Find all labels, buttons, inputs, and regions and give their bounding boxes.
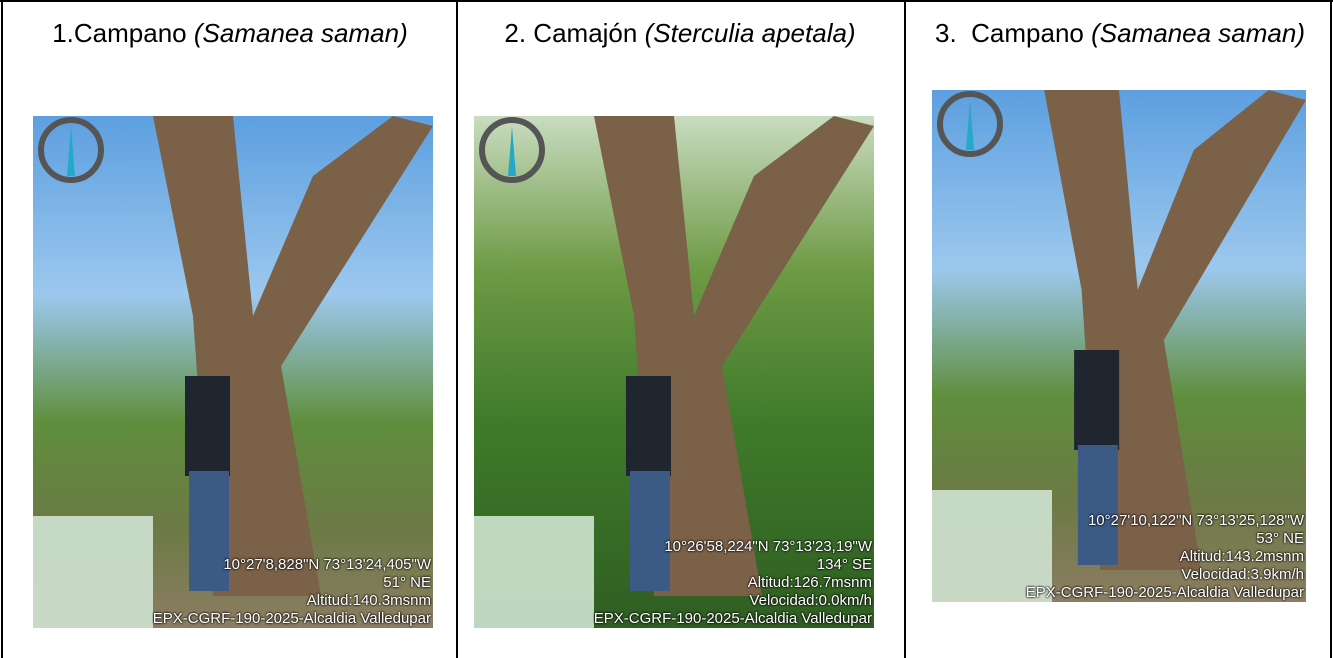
overlay-line: 10°26'58,224"N 73°13'23,19"W (594, 538, 872, 556)
page: 1.Campano (Samanea saman) 2. Camajón (St… (0, 0, 1333, 658)
overlay-line: Altitud:126.7msnm (594, 574, 872, 592)
overlay-line: Velocidad:3.9km/h (1026, 566, 1304, 584)
common-name: 2. Camajón (504, 18, 637, 48)
table-border (456, 0, 458, 658)
overlay-line: EPX-CGRF-190-2025-Alcaldia Valledupar (1026, 584, 1304, 602)
table-border (0, 0, 1333, 2)
overlay-line: 134° SE (594, 556, 872, 574)
overlay-line: 53° NE (1026, 530, 1304, 548)
common-name: 3. Campano (935, 18, 1084, 48)
map-inset (474, 516, 594, 628)
caption: 2. Camajón (Sterculia apetala) (500, 12, 860, 54)
scientific-name: (Sterculia apetala) (645, 18, 856, 48)
overlay-line: EPX-CGRF-190-2025-Alcaldia Valledupar (594, 610, 872, 628)
common-name: 1.Campano (52, 18, 186, 48)
table-border (1330, 0, 1332, 658)
overlay-line: Altitud:140.3msnm (153, 592, 431, 610)
overlay-line: 10°27'8,828"N 73°13'24,405"W (153, 556, 431, 574)
map-inset (33, 516, 153, 628)
overlay-line: EPX-CGRF-190-2025-Alcaldia Valledupar (153, 610, 431, 628)
caption: 3. Campano (Samanea saman) (935, 12, 1305, 54)
overlay-line: 10°27'10,122"N 73°13'25,128"W (1026, 512, 1304, 530)
table-border (904, 0, 906, 658)
table-border (1, 0, 3, 658)
overlay-line: Velocidad:0.0km/h (594, 592, 872, 610)
overlay-line: Altitud:143.2msnm (1026, 548, 1304, 566)
overlay-line: 51° NE (153, 574, 431, 592)
scientific-name: (Samanea saman) (194, 18, 408, 48)
caption: 1.Campano (Samanea saman) (30, 12, 430, 54)
scientific-name: (Samanea saman) (1091, 18, 1305, 48)
